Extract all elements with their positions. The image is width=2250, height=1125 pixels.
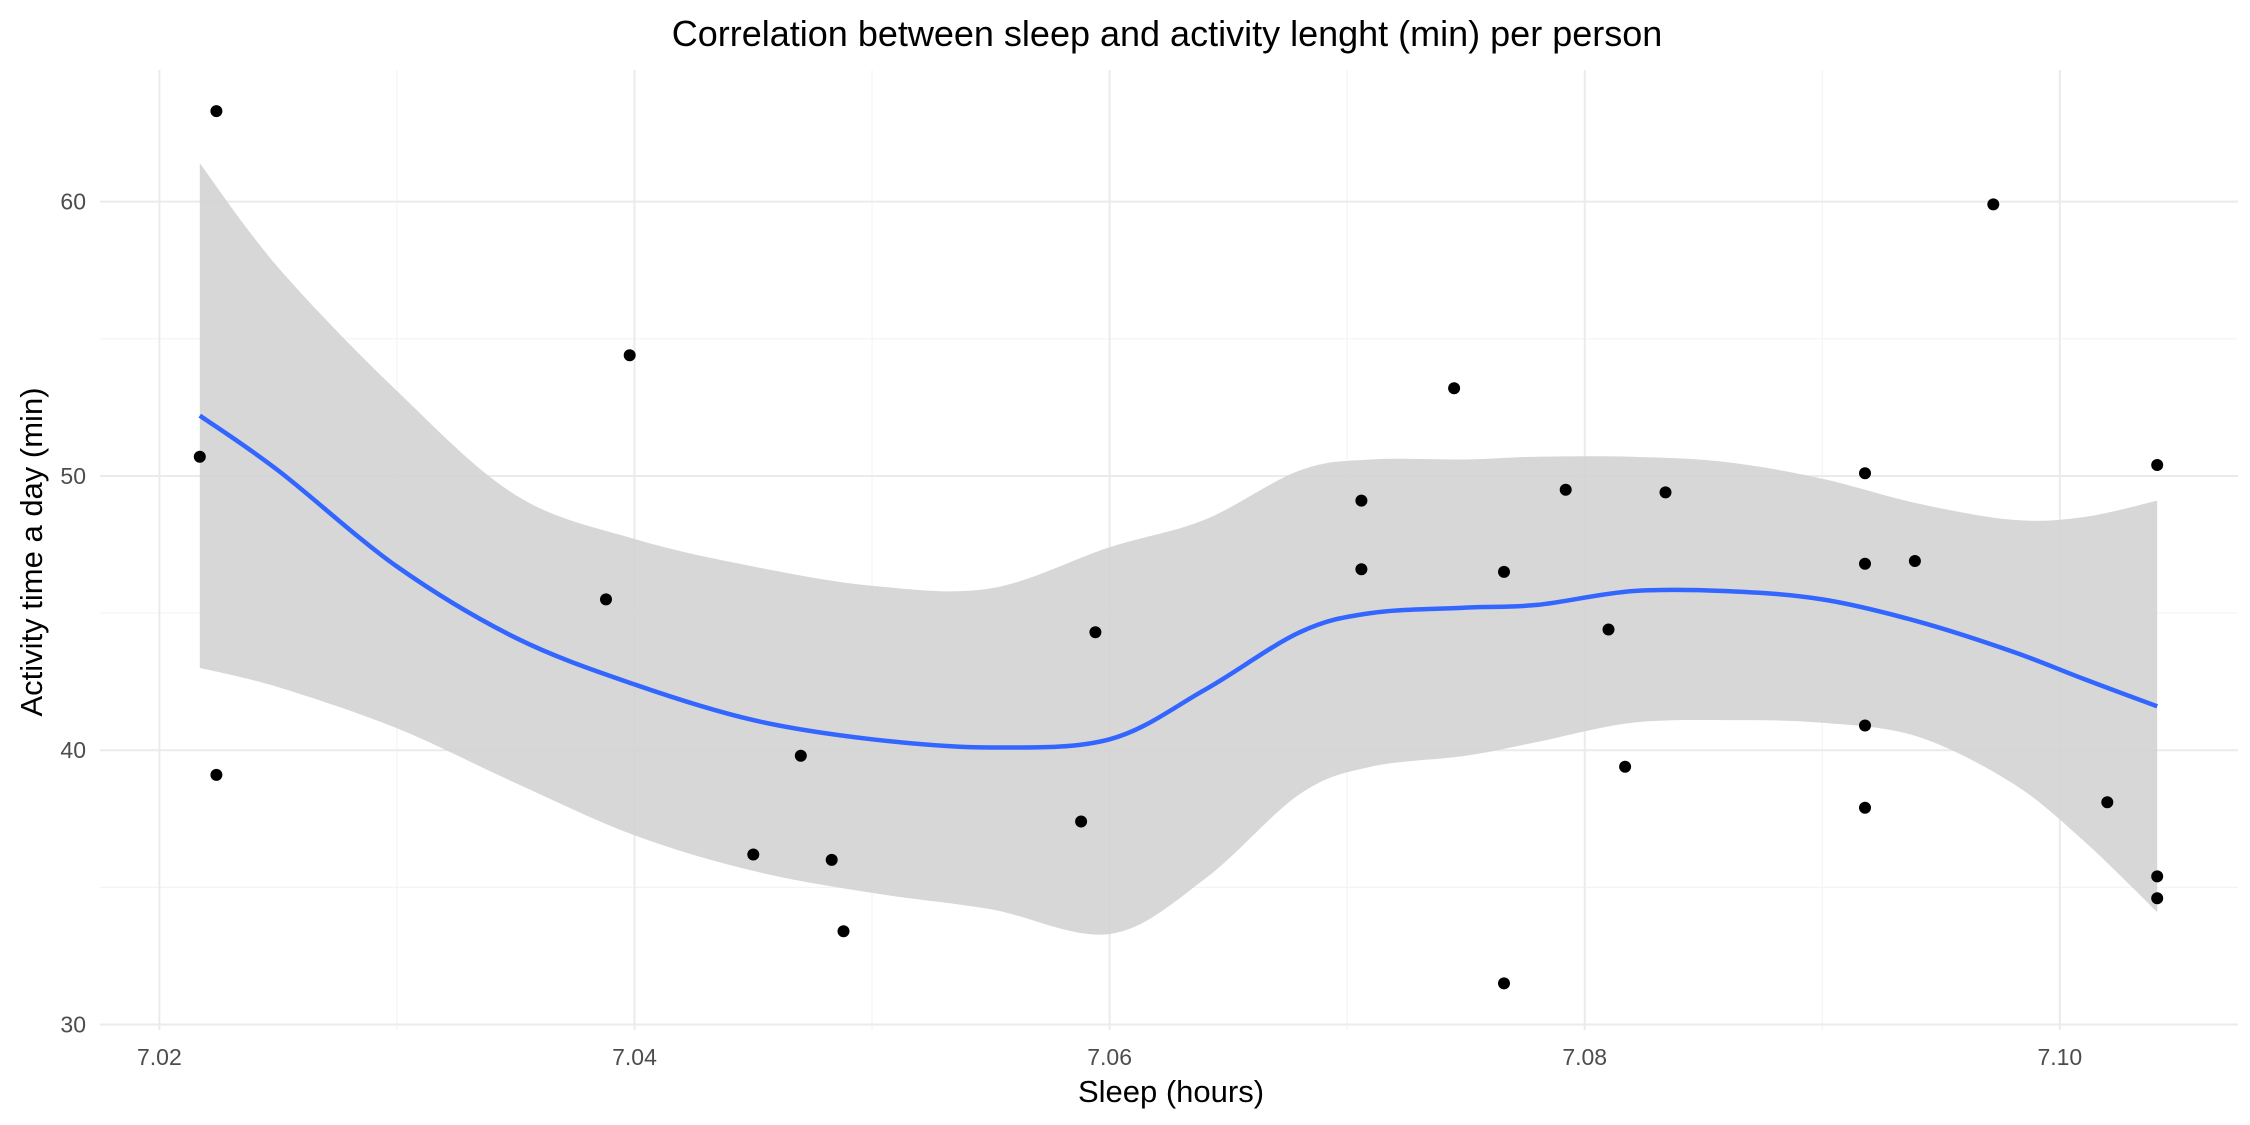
data-point: [1559, 483, 1572, 496]
data-point: [1859, 719, 1871, 732]
x-tick-label: 7.02: [137, 1044, 182, 1070]
data-point: [2101, 796, 2114, 809]
data-point: [1908, 555, 1921, 567]
x-tick-label: 7.04: [612, 1044, 657, 1070]
data-point: [1619, 760, 1632, 773]
x-tick-label: 7.10: [2037, 1044, 2082, 1070]
data-point: [837, 925, 850, 938]
data-point: [1602, 623, 1615, 636]
data-point: [193, 450, 206, 463]
y-tick-label: 30: [60, 1012, 86, 1038]
data-point: [1659, 486, 1672, 499]
x-tick-labels: 7.02 7.04 7.06 7.08 7.10: [137, 1044, 2082, 1070]
data-point: [2151, 892, 2164, 905]
data-point: [1987, 198, 2000, 211]
x-tick-label: 7.06: [1087, 1044, 1132, 1070]
data-point: [600, 593, 612, 606]
data-point: [2151, 870, 2164, 883]
data-point: [794, 749, 807, 762]
data-points: [193, 105, 2164, 990]
y-tick-label: 60: [60, 189, 86, 215]
data-point: [1859, 801, 1871, 814]
x-axis-label: Sleep (hours): [1078, 1074, 1264, 1109]
smooth-line: [198, 413, 2158, 750]
y-tick-label: 40: [60, 737, 86, 763]
confidence-band: [199, 163, 2158, 935]
data-point: [2151, 459, 2164, 471]
data-point: [1498, 565, 1510, 578]
data-point: [623, 349, 636, 362]
y-axis-label: Activity time a day (min): [14, 387, 49, 716]
data-point: [1075, 815, 1088, 828]
chart-title: Correlation between sleep and activity l…: [672, 13, 1663, 54]
data-point: [1355, 494, 1368, 507]
data-point: [747, 848, 760, 861]
x-tick-label: 7.08: [1562, 1044, 1607, 1070]
data-point: [825, 853, 838, 866]
data-point: [1089, 626, 1102, 639]
data-point: [1859, 557, 1871, 570]
y-tick-label: 50: [60, 463, 86, 489]
data-point: [210, 105, 223, 118]
data-point: [1859, 467, 1871, 480]
y-tick-labels: 30 40 50 60: [60, 189, 86, 1038]
data-point: [1448, 382, 1461, 395]
data-point: [1355, 563, 1368, 576]
data-point: [210, 768, 223, 781]
data-point: [1498, 977, 1510, 990]
